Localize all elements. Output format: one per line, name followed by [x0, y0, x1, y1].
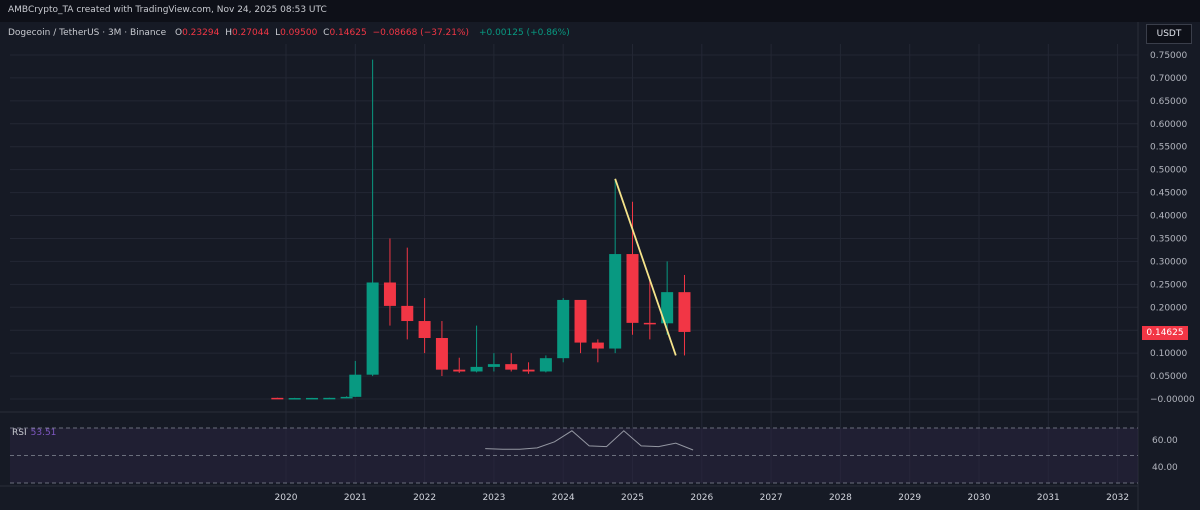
- candle-body: [678, 292, 691, 332]
- extra-change-value: +0.00125 (+0.86%): [478, 28, 570, 38]
- candle-body: [661, 292, 674, 324]
- currency-button[interactable]: USDT: [1146, 24, 1192, 44]
- time-tick-label: 2032: [1106, 493, 1129, 503]
- price-tick-label: −0.00000: [1150, 395, 1195, 405]
- top-bar: [0, 0, 1200, 22]
- rsi-line: [485, 430, 694, 451]
- time-tick-label: 2026: [690, 493, 713, 503]
- candle-body: [366, 282, 379, 375]
- price-tick-label: 0.75000: [1150, 51, 1187, 61]
- rsi-value: 53.51: [30, 428, 57, 438]
- candle-body: [323, 397, 336, 400]
- price-tick-label: 0.25000: [1150, 280, 1187, 290]
- candle-body: [383, 282, 396, 306]
- price-tick-label: 0.10000: [1150, 349, 1187, 359]
- time-tick-label: 2022: [413, 493, 436, 503]
- price-tick-label: 0.65000: [1150, 97, 1187, 107]
- time-tick-label: 2028: [829, 493, 852, 503]
- candle-body: [539, 358, 552, 372]
- rsi-tick-60: 60.00: [1152, 436, 1178, 446]
- price-tick-label: 0.50000: [1150, 166, 1187, 176]
- candle-body: [609, 254, 622, 349]
- rsi-tick-40: 40.00: [1152, 463, 1178, 473]
- candle-body: [271, 397, 284, 400]
- candle-body: [522, 369, 535, 372]
- price-tick-label: 0.45000: [1150, 189, 1187, 199]
- candle-body: [557, 299, 570, 359]
- candle-body: [470, 366, 483, 372]
- open-key: O: [175, 28, 183, 38]
- candle-body: [505, 364, 518, 370]
- candle-body: [401, 305, 414, 322]
- time-tick-label: 2025: [621, 493, 644, 503]
- time-tick-label: 2020: [275, 493, 298, 503]
- time-tick-label: 2031: [1037, 493, 1060, 503]
- symbol-label[interactable]: Dogecoin / TetherUS · 3M · Binance: [8, 28, 167, 38]
- price-tick-label: 0.60000: [1150, 120, 1187, 130]
- time-tick-label: 2030: [968, 493, 991, 503]
- low-value: 0.09500: [280, 28, 318, 38]
- trend-line: [614, 178, 677, 356]
- candle-body: [626, 254, 639, 323]
- high-value: 0.27044: [231, 28, 270, 38]
- candle-body: [349, 374, 362, 397]
- price-tick-label: 0.05000: [1150, 372, 1187, 382]
- candle-body: [418, 321, 431, 338]
- candle-body: [305, 397, 318, 400]
- change-value: −0.08668 (−37.21%): [372, 28, 470, 38]
- close-value: 0.14625: [329, 28, 367, 38]
- tradingview-credit: AMBCrypto_TA created with TradingView.co…: [8, 5, 327, 15]
- price-tick-label: 0.55000: [1150, 143, 1187, 153]
- candle-body: [643, 322, 656, 325]
- candle-body: [574, 299, 587, 343]
- candle-body: [591, 342, 604, 349]
- price-tick-label: 0.70000: [1150, 74, 1187, 84]
- time-tick-label: 2027: [760, 493, 783, 503]
- ohlc-legend: Dogecoin / TetherUS · 3M · Binance O0.23…: [8, 28, 570, 38]
- candle-body: [435, 337, 448, 370]
- time-tick-label: 2021: [344, 493, 367, 503]
- candle-body: [340, 396, 353, 399]
- time-tick-label: 2023: [482, 493, 505, 503]
- price-tick-label: 0.40000: [1150, 212, 1187, 222]
- candle-body: [487, 364, 500, 367]
- rsi-legend: RSI 53.51: [12, 428, 56, 438]
- low-key: L: [275, 28, 281, 38]
- price-tick-label: 0.30000: [1150, 257, 1187, 267]
- price-tick-label: 0.35000: [1150, 234, 1187, 244]
- rsi-name: RSI: [12, 428, 27, 438]
- time-tick-label: 2029: [898, 493, 921, 503]
- close-key: C: [323, 28, 330, 38]
- time-tick-label: 2024: [552, 493, 575, 503]
- price-tick-label: 0.20000: [1150, 303, 1187, 313]
- high-key: H: [225, 28, 232, 38]
- open-value: 0.23294: [182, 28, 220, 38]
- candle-body: [288, 398, 301, 400]
- candle-body: [453, 369, 466, 372]
- last-price-tag: 0.14625: [1142, 326, 1188, 340]
